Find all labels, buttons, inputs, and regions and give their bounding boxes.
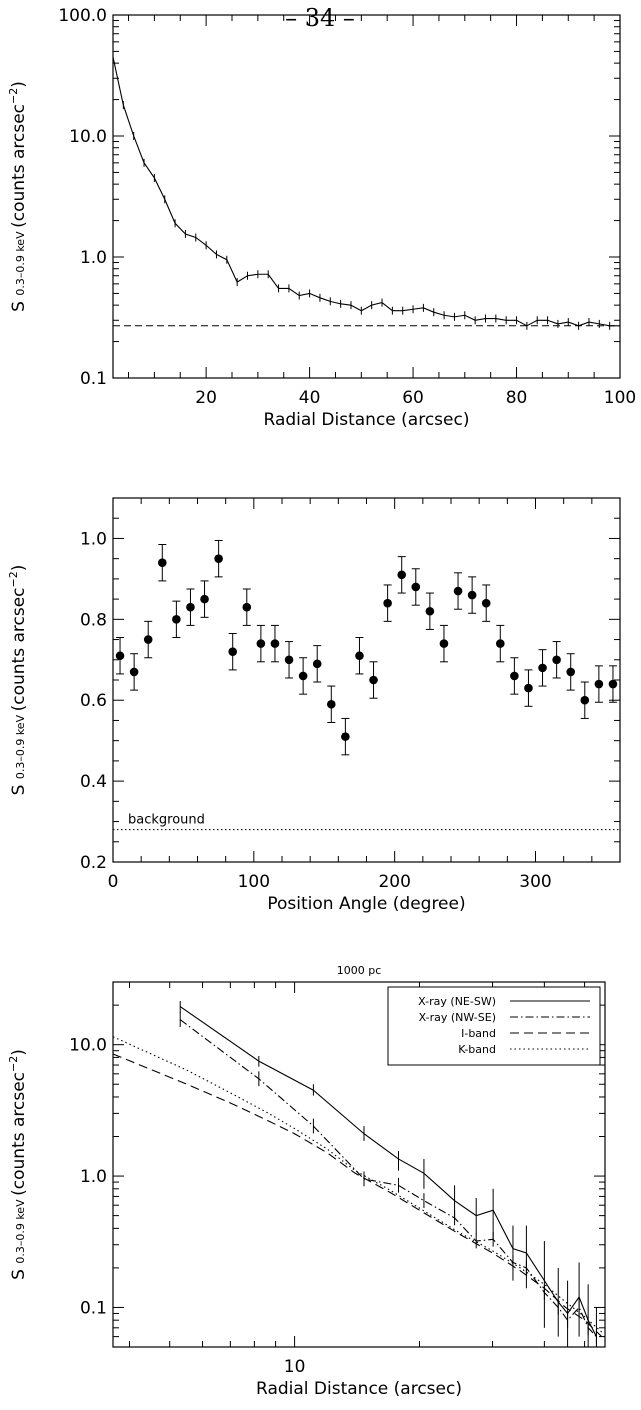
- plot-frame-1: [112, 14, 621, 379]
- data-point: [129, 667, 139, 677]
- series-line-4: [112, 1036, 603, 1333]
- data-point: [228, 647, 238, 656]
- data-point: [510, 671, 519, 681]
- y-tick-label: 0.8: [80, 610, 107, 630]
- data-point: [312, 659, 322, 669]
- series-line-3: [112, 1053, 603, 1337]
- legend-entry-label: I-band: [461, 1027, 496, 1040]
- y-axis-label-3-sup: −2: [7, 1056, 20, 1072]
- y-tick-label: 0.4: [80, 772, 107, 792]
- data-point: [524, 683, 533, 693]
- data-point: [186, 602, 195, 612]
- y-axis-label-3-body: (counts arcsec: [9, 1072, 29, 1196]
- data-point: [383, 598, 392, 608]
- series-line-1: [112, 56, 620, 327]
- legend-entry-label: X-ray (NW-SE): [419, 1011, 496, 1024]
- y-tick-label: 1.0: [80, 529, 107, 549]
- y-axis-label-1: S 0.3–0.9 keV (counts arcsec−2): [7, 81, 29, 312]
- data-point: [369, 675, 378, 685]
- data-point: [481, 598, 491, 608]
- y-axis-label-1-s: S: [9, 296, 29, 312]
- x-tick-label: 80: [506, 388, 528, 408]
- y-axis-label-2-close: ): [9, 565, 29, 572]
- plot-frame-2: [112, 497, 621, 863]
- y-axis-label-2-sup: −2: [7, 571, 20, 587]
- y-axis-label-2: S 0.3–0.9 keV (counts arcsec−2): [7, 565, 29, 796]
- legend: X-ray (NE-SW) X-ray (NW-SE) I-band K-band: [387, 986, 601, 1066]
- y-axis-label-1-sup: −2: [7, 88, 20, 104]
- data-point: [580, 695, 590, 705]
- data-point: [143, 635, 153, 644]
- y-tick-label: 1.0: [80, 1167, 107, 1187]
- data-point: [439, 639, 449, 648]
- data-point: [495, 639, 505, 648]
- x-tick-label: 100: [238, 872, 270, 892]
- y-tick-label: 10.0: [69, 1036, 107, 1056]
- x-tick-label: 0: [108, 872, 119, 892]
- y-axis-label-2-body: (counts arcsec: [9, 587, 29, 711]
- y-axis-label-1-body: (counts arcsec: [9, 104, 29, 228]
- data-point: [552, 655, 561, 665]
- data-point: [326, 699, 336, 709]
- data-point: [200, 594, 209, 604]
- y-axis-label-3-sub: 0.3–0.9 keV: [14, 1196, 27, 1264]
- x-tick-label: 200: [378, 872, 410, 892]
- data-point: [355, 651, 364, 661]
- data-point: [214, 554, 223, 563]
- chart-title: 1000 pc: [337, 964, 382, 977]
- x-tick-label: 40: [299, 388, 321, 408]
- x-axis-label: Radial Distance (arcsec): [264, 410, 470, 430]
- y-axis-label-2-s: S: [9, 779, 29, 795]
- y-axis-label-2-sub: 0.3–0.9 keV: [14, 711, 27, 779]
- legend-entry-label: X-ray (NE-SW): [418, 995, 496, 1008]
- y-axis-label-1-close: ): [9, 81, 29, 88]
- page-header: – 34 –: [285, 4, 355, 32]
- y-axis-label-1-sub: 0.3–0.9 keV: [14, 228, 27, 296]
- data-point: [341, 732, 350, 741]
- data-point: [157, 558, 167, 568]
- y-axis-label-3: S 0.3–0.9 keV (counts arcsec−2): [7, 1049, 29, 1280]
- y-axis-label-3-close: ): [9, 1049, 29, 1056]
- y-tick-label: 0.2: [80, 853, 107, 873]
- data-point: [453, 586, 463, 596]
- y-tick-label: 100.0: [58, 6, 107, 26]
- plot-frame-3: [112, 981, 606, 1348]
- y-tick-label: 10.0: [69, 127, 107, 147]
- data-point: [397, 570, 407, 580]
- data-point: [467, 590, 477, 600]
- y-tick-label: 0.1: [80, 369, 107, 389]
- data-point: [608, 679, 618, 689]
- x-tick-label: 60: [402, 388, 424, 408]
- data-point: [256, 639, 266, 648]
- y-tick-label: 1.0: [80, 248, 107, 268]
- data-point: [284, 655, 294, 665]
- x-axis-label: Radial Distance (arcsec): [256, 1379, 462, 1399]
- x-axis-label: Position Angle (degree): [267, 894, 465, 914]
- x-tick-label: 10: [284, 1357, 306, 1377]
- background-label: background: [128, 813, 205, 828]
- data-point: [298, 671, 308, 681]
- x-tick-label: 20: [195, 388, 217, 408]
- y-tick-label: 0.6: [80, 691, 107, 711]
- data-point: [538, 663, 547, 673]
- panel-2: 0.2 0.4 0.6 0.8 1.0 0 100 200 300 Position Angle …: [7, 497, 621, 914]
- data-point: [594, 679, 604, 689]
- data-point: [242, 602, 252, 612]
- y-axis-label-3-s: S: [9, 1264, 29, 1280]
- data-point: [270, 639, 280, 648]
- data-point: [566, 667, 576, 677]
- data-point: [425, 606, 435, 616]
- legend-box: [387, 986, 601, 1066]
- legend-entry-label: K-band: [458, 1043, 496, 1056]
- data-point: [411, 582, 421, 592]
- panel-1: 0.1 1.0 10.0 100.0 20 40 60 80 100 Radial Distanc…: [7, 6, 636, 430]
- x-tick-label: 100: [604, 388, 636, 408]
- series-line-2: [179, 1019, 597, 1337]
- data-point: [115, 651, 125, 661]
- y-tick-label: 0.1: [80, 1298, 107, 1318]
- x-tick-label: 300: [519, 872, 551, 892]
- data-point: [172, 615, 181, 624]
